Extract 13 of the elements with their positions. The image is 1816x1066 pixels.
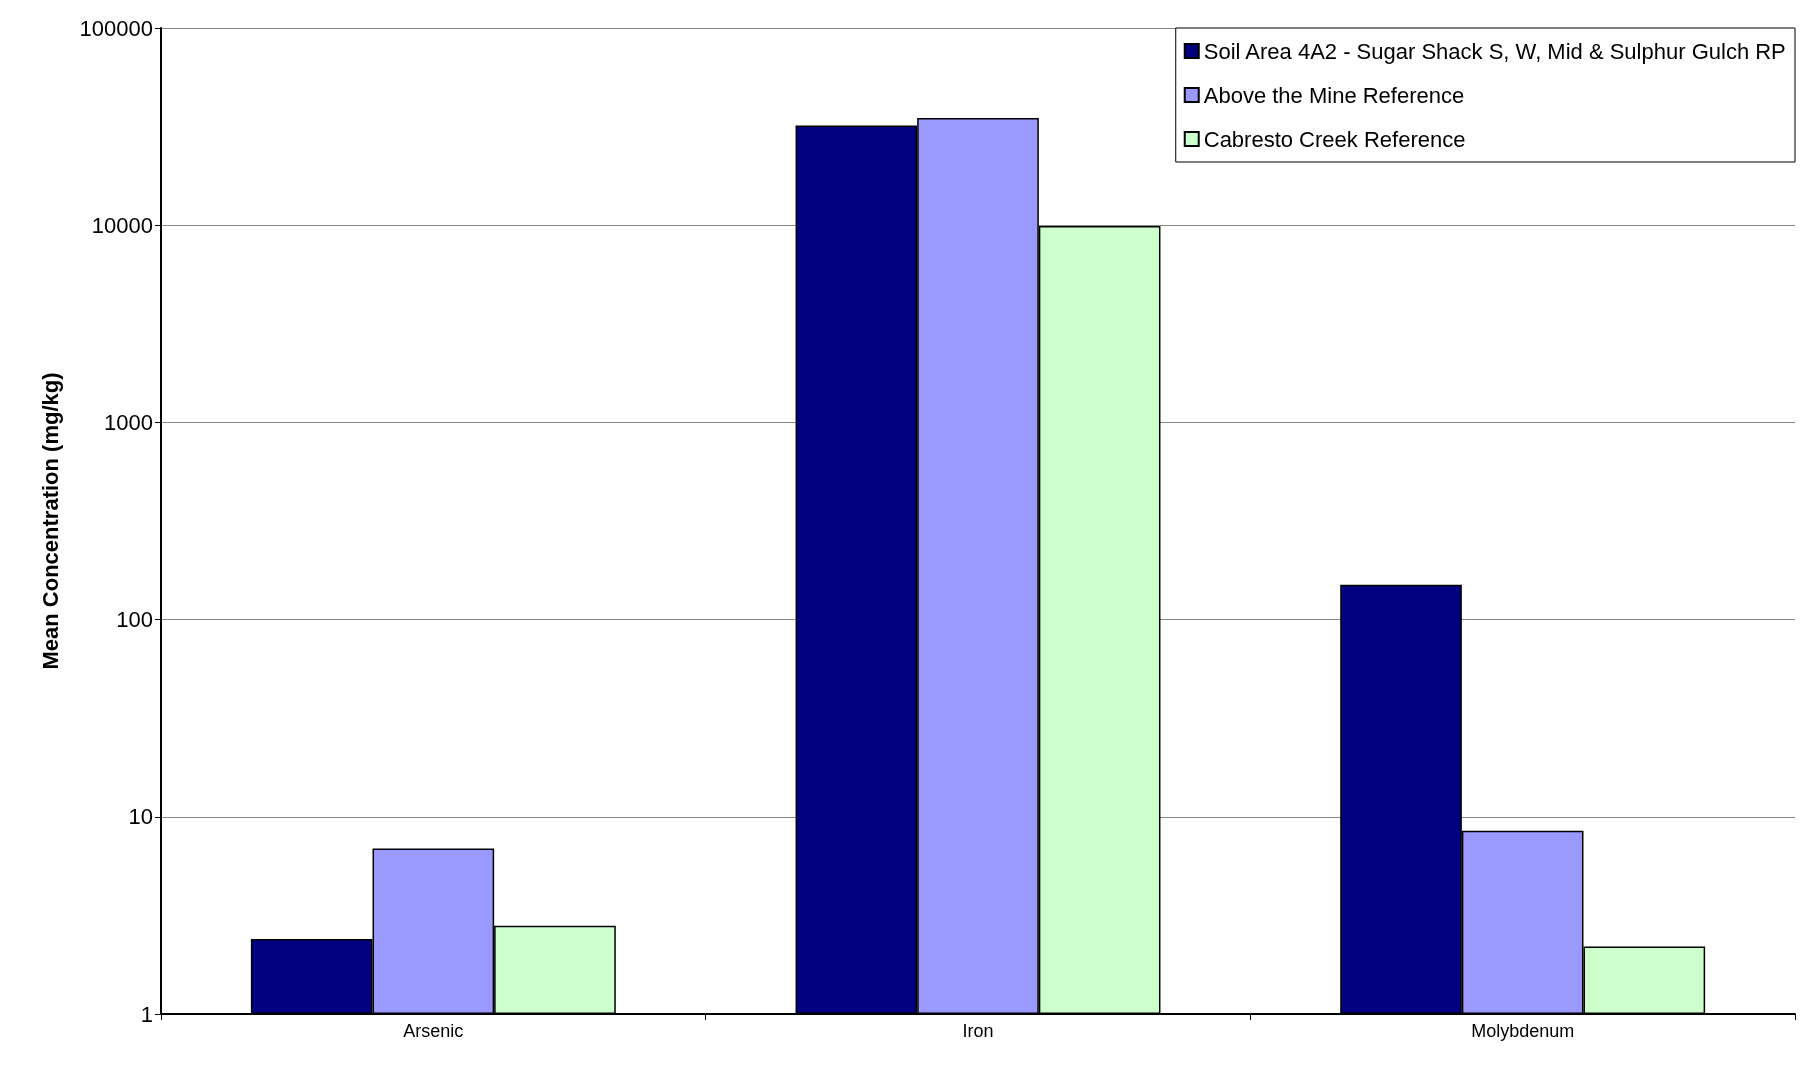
y-tick-label: 100000 xyxy=(79,15,153,41)
legend-label: Above the Mine Reference xyxy=(1203,82,1465,108)
y-tick-label: 10000 xyxy=(91,212,153,238)
legend-label: Soil Area 4A2 - Sugar Shack S, W, Mid & Sulphur Gulch RP xyxy=(1203,38,1786,64)
x-tick-label: Arsenic xyxy=(403,1021,464,1041)
y-axis-title: Mean Concentration (mg/kg) xyxy=(37,372,63,670)
y-tick-label: 1000 xyxy=(104,409,153,435)
y-tick-label: 100 xyxy=(116,607,153,633)
legend-label: Cabresto Creek Reference xyxy=(1203,126,1466,152)
x-tick-label: Molybdenum xyxy=(1471,1021,1575,1041)
y-tick-label: 1 xyxy=(140,1001,153,1027)
x-tick-label: Iron xyxy=(962,1021,994,1041)
y-tick-label: 10 xyxy=(128,804,153,830)
